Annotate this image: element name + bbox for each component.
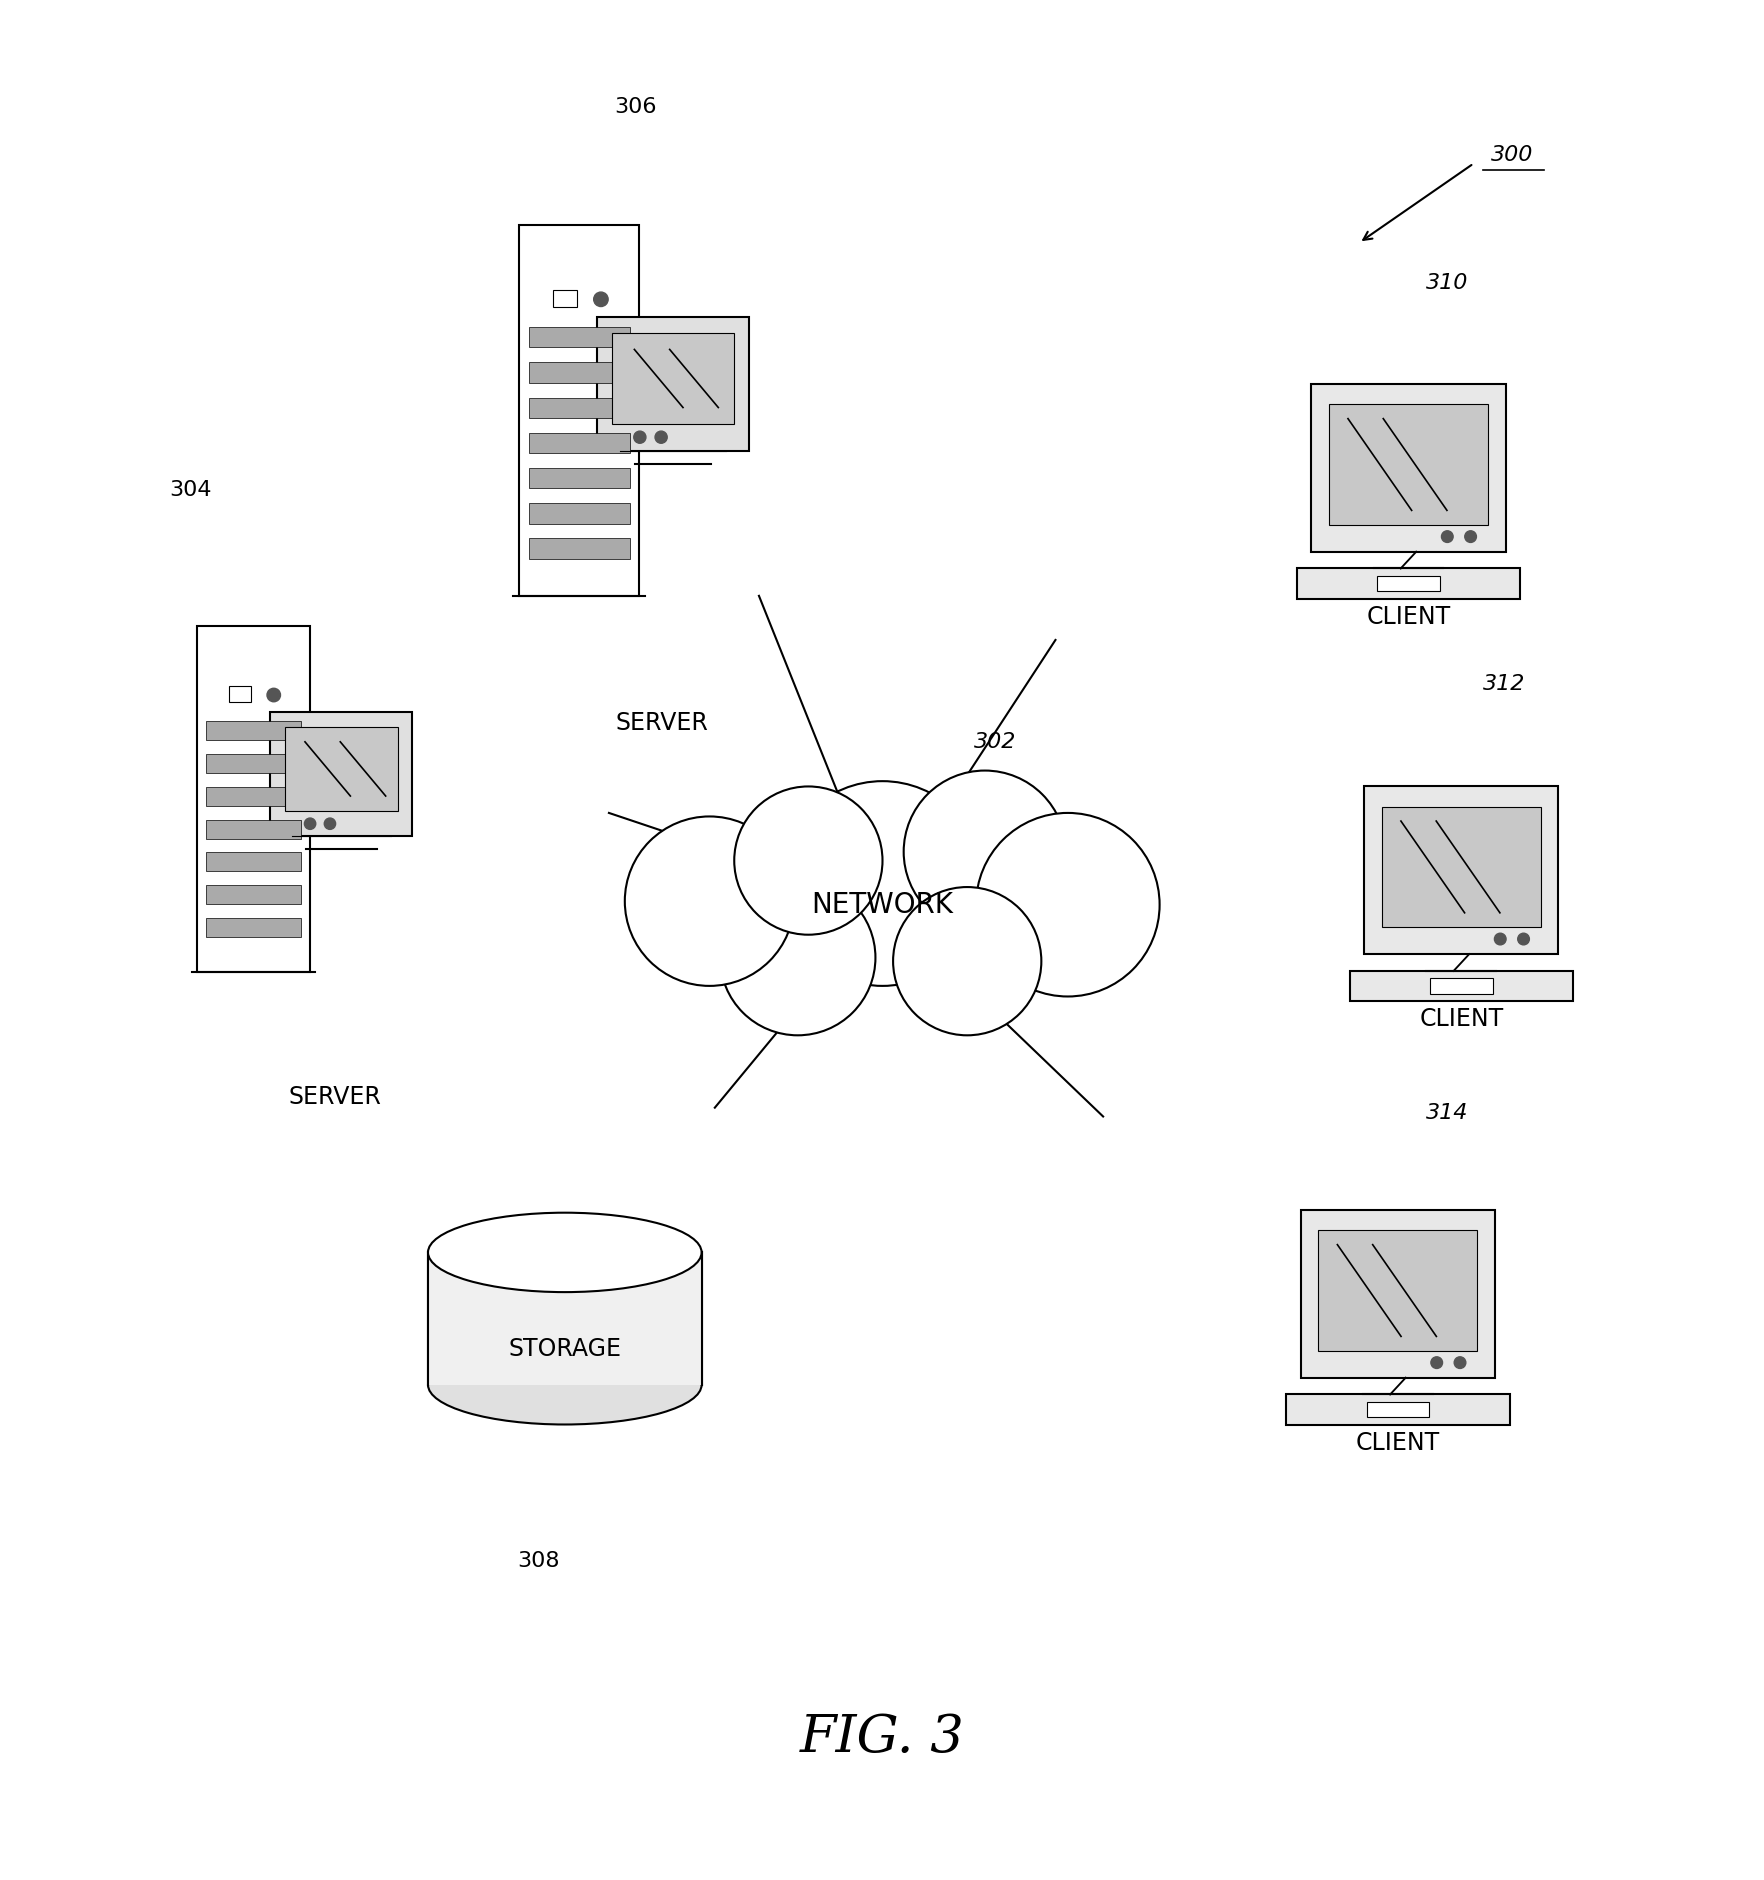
Text: 304: 304	[169, 479, 212, 500]
Polygon shape	[206, 786, 300, 807]
Polygon shape	[1318, 1230, 1476, 1352]
Circle shape	[720, 880, 875, 1036]
Circle shape	[624, 816, 794, 985]
Polygon shape	[519, 226, 639, 596]
Circle shape	[1431, 1357, 1441, 1369]
Polygon shape	[1349, 970, 1572, 1000]
Text: STORAGE: STORAGE	[508, 1337, 621, 1361]
Polygon shape	[1297, 568, 1519, 598]
Polygon shape	[270, 713, 413, 837]
Text: 310: 310	[1425, 273, 1468, 293]
Circle shape	[1494, 932, 1505, 946]
Polygon shape	[206, 820, 300, 838]
Ellipse shape	[427, 1213, 702, 1292]
Polygon shape	[596, 318, 750, 451]
Circle shape	[593, 291, 609, 306]
Circle shape	[903, 771, 1065, 932]
Polygon shape	[206, 720, 300, 741]
Text: FIG. 3: FIG. 3	[799, 1713, 965, 1763]
Text: CLIENT: CLIENT	[1365, 605, 1450, 628]
Polygon shape	[206, 885, 300, 904]
Polygon shape	[529, 397, 630, 417]
Polygon shape	[1381, 807, 1540, 927]
Circle shape	[654, 431, 667, 444]
Circle shape	[975, 812, 1159, 996]
Polygon shape	[427, 1252, 702, 1386]
Text: 300: 300	[1491, 145, 1533, 165]
Polygon shape	[1429, 978, 1492, 995]
Polygon shape	[206, 917, 300, 936]
Text: SERVER: SERVER	[289, 1085, 381, 1109]
Circle shape	[1517, 932, 1528, 946]
Text: 312: 312	[1482, 675, 1524, 694]
Text: CLIENT: CLIENT	[1355, 1431, 1439, 1455]
Polygon shape	[529, 327, 630, 348]
Circle shape	[1441, 530, 1452, 543]
Polygon shape	[206, 852, 300, 872]
Text: NETWORK: NETWORK	[811, 891, 953, 919]
Ellipse shape	[427, 1344, 702, 1425]
Circle shape	[734, 786, 882, 934]
Text: 302: 302	[974, 733, 1016, 752]
Circle shape	[780, 782, 984, 985]
Circle shape	[266, 688, 280, 701]
Polygon shape	[1300, 1211, 1494, 1378]
Circle shape	[1464, 530, 1475, 543]
Polygon shape	[198, 626, 309, 972]
Text: 308: 308	[517, 1551, 559, 1572]
Text: 314: 314	[1425, 1104, 1468, 1122]
Polygon shape	[1311, 384, 1505, 551]
Polygon shape	[1376, 575, 1439, 592]
Circle shape	[633, 431, 646, 444]
Polygon shape	[529, 432, 630, 453]
Polygon shape	[1365, 1402, 1429, 1418]
Circle shape	[1454, 1357, 1464, 1369]
Polygon shape	[529, 538, 630, 558]
Polygon shape	[284, 726, 399, 812]
Polygon shape	[206, 754, 300, 773]
Polygon shape	[529, 363, 630, 384]
Text: CLIENT: CLIENT	[1418, 1008, 1503, 1030]
Polygon shape	[612, 333, 734, 423]
Polygon shape	[229, 686, 250, 701]
Polygon shape	[1364, 786, 1558, 955]
Circle shape	[893, 887, 1041, 1036]
Circle shape	[303, 818, 316, 829]
Text: SERVER: SERVER	[616, 711, 707, 735]
Polygon shape	[1286, 1395, 1508, 1425]
Text: 306: 306	[614, 98, 656, 117]
Polygon shape	[529, 504, 630, 523]
Circle shape	[325, 818, 335, 829]
Polygon shape	[529, 468, 630, 489]
Polygon shape	[1328, 404, 1487, 525]
Polygon shape	[552, 290, 577, 306]
